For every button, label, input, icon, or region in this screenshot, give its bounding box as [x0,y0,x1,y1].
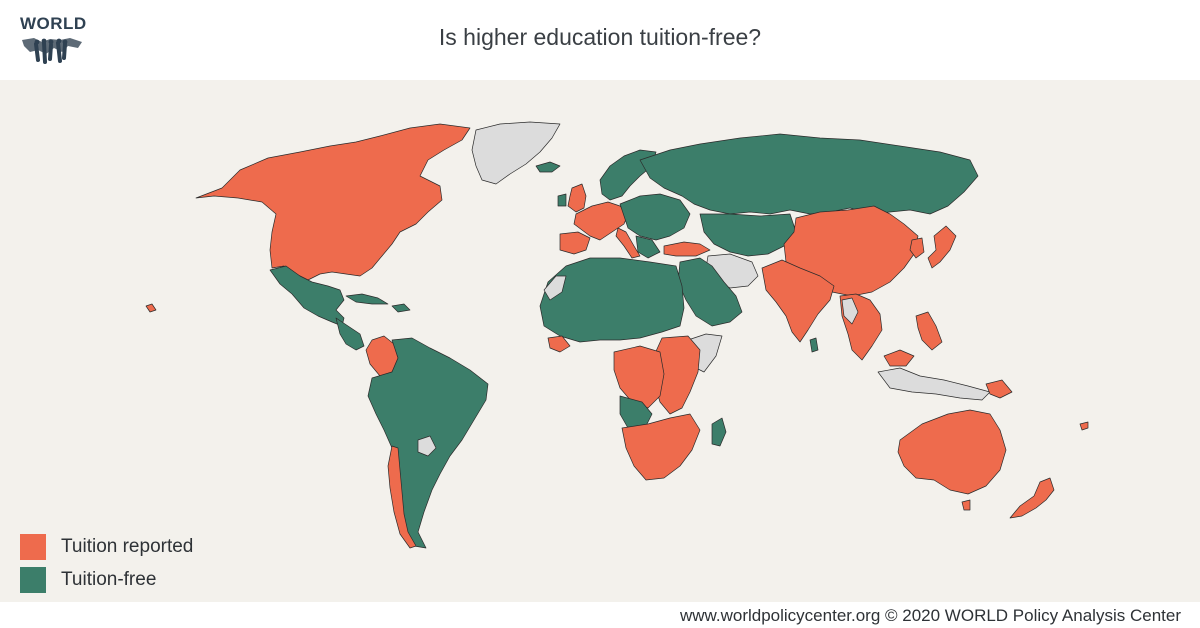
region-malaysia[interactable] [883,349,915,367]
region-north-africa[interactable] [539,257,685,343]
region-iberia[interactable] [559,231,591,255]
world-map [0,80,1200,602]
region-central-america[interactable] [335,317,365,351]
page-title: Is higher education tuition-free? [438,24,762,50]
region-philippines[interactable] [915,311,943,351]
region-central-asia[interactable] [699,213,797,257]
region-indonesia[interactable] [877,367,991,401]
region-madagascar[interactable] [711,417,727,447]
region-greenland[interactable] [471,121,561,185]
legend-swatch-tuition-reported [20,534,46,560]
region-chile[interactable] [387,445,417,549]
region-korea[interactable] [909,237,925,259]
region-australia[interactable] [897,409,1007,495]
region-india[interactable] [761,259,835,343]
logo-text: WORLD [20,14,87,33]
region-uk[interactable] [567,183,587,213]
region-balkans[interactable] [635,235,661,259]
region-mexico[interactable] [269,265,345,327]
region-western-sahara[interactable] [543,275,567,301]
region-hawaii[interactable] [145,303,157,313]
footer: www.worldpolicycenter.org © 2020 WORLD P… [0,602,1200,628]
region-ireland[interactable] [557,193,567,207]
region-west-africa-coast[interactable] [547,335,571,353]
legend-label-tuition-free: Tuition-free [61,569,157,590]
region-central-africa[interactable] [613,345,665,409]
region-tasmania[interactable] [961,499,971,511]
region-turkey[interactable] [663,241,711,257]
region-hispaniola[interactable] [391,303,411,313]
region-sri-lanka[interactable] [809,337,819,353]
region-japan[interactable] [927,225,957,269]
world-logo[interactable]: WORLD [20,14,90,66]
region-russia[interactable] [639,133,979,215]
legend-swatch-tuition-free [20,567,46,593]
region-central-europe[interactable] [619,193,691,241]
logo-map-icon [22,38,82,64]
region-middle-east[interactable] [677,257,743,327]
region-new-zealand[interactable] [1009,477,1055,519]
region-iceland[interactable] [535,161,561,173]
credit-text[interactable]: www.worldpolicycenter.org © 2020 WORLD P… [679,606,1181,625]
region-papua-new-guinea[interactable] [985,379,1013,399]
region-italy[interactable] [615,227,641,259]
region-north-america[interactable] [195,123,471,281]
region-fiji[interactable] [1079,421,1089,431]
region-southern-africa[interactable] [621,413,701,481]
world-map-svg [145,121,1089,549]
header: WORLD Is higher education tuition-free? [0,0,1200,80]
region-myanmar-gap[interactable] [841,297,859,325]
legend-label-tuition-reported: Tuition reported [61,536,194,557]
region-cuba[interactable] [345,293,389,305]
region-bolivia-gap[interactable] [417,435,437,457]
